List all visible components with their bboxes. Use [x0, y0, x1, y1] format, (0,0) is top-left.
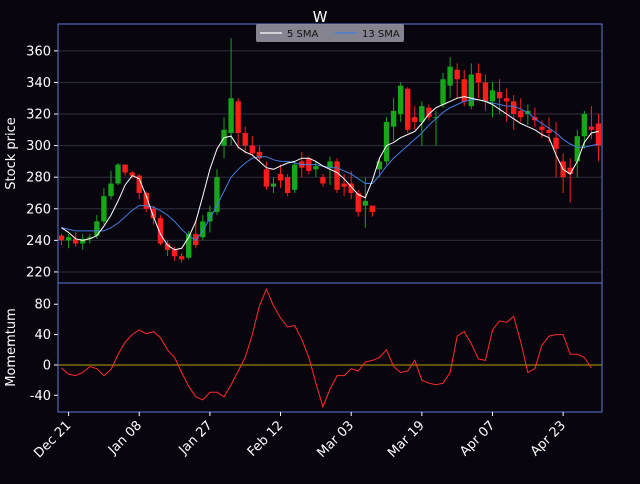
candle-body [157, 218, 164, 244]
legend-label-sma13: 13 SMA [362, 29, 400, 40]
candle-body [186, 234, 192, 258]
candle-body [277, 174, 284, 181]
candle-body [419, 106, 425, 122]
candle-body [291, 164, 298, 190]
candle-body [122, 164, 128, 173]
price-y-tick-label: 240 [26, 234, 51, 249]
price-y-tick-label: 300 [26, 139, 51, 154]
candle-body [426, 107, 432, 118]
sma13-line [61, 99, 599, 242]
momentum-line [61, 287, 592, 409]
price-y-tick-label: 220 [26, 265, 51, 280]
candle-body [256, 151, 263, 159]
candle-body [496, 91, 503, 99]
price-y-tick-label: 340 [26, 76, 51, 91]
candle-body [129, 172, 135, 176]
candle-body [228, 98, 234, 133]
momentum-y-tick-label: 0 [43, 358, 51, 373]
legend: 5 SMA 13 SMA [256, 24, 404, 42]
legend-box [256, 24, 404, 42]
candle-body [284, 177, 291, 193]
candle-body [397, 85, 404, 115]
price-y-tick-label: 280 [26, 171, 51, 186]
candle-body [270, 183, 277, 187]
candle-body [334, 161, 340, 190]
price-y-tick-label: 360 [26, 44, 51, 59]
candle-body [164, 243, 171, 250]
candle-body [454, 69, 460, 80]
momentum-panel-frame [57, 282, 603, 413]
candle-body [115, 164, 121, 184]
candle-body [518, 110, 524, 118]
candle-body [348, 183, 354, 193]
candle-body [58, 235, 65, 241]
sma5-line [61, 96, 599, 251]
candle-body [511, 101, 517, 115]
candle-body [567, 167, 573, 175]
candle-body [249, 145, 255, 154]
candle-body [355, 192, 361, 212]
candle-body [235, 101, 241, 133]
candle-body [72, 238, 79, 244]
candle-body [65, 237, 72, 241]
candle-body [461, 79, 467, 102]
candle-body [263, 169, 270, 187]
candle-body [193, 234, 199, 246]
candle-body [581, 114, 588, 137]
candle-body [405, 88, 411, 130]
candle-body [87, 237, 93, 239]
candle-body [539, 126, 545, 130]
candle-body [150, 208, 157, 219]
momentum-y-axis-label: Momemtum [4, 308, 19, 387]
candle-body [588, 126, 595, 130]
price-y-axis-label: Stock price [4, 117, 19, 189]
candle-body [468, 74, 474, 107]
candle-body [108, 183, 114, 197]
candle-body [546, 129, 552, 133]
candle-body [341, 183, 347, 187]
price-y-tick-label: 320 [26, 108, 51, 123]
candle-body [320, 177, 326, 184]
candle-body [143, 192, 149, 209]
price-y-tick-label: 260 [26, 202, 51, 217]
candle-body [101, 196, 107, 222]
momentum-y-tick-label: 80 [34, 298, 51, 313]
momentum-panel: -40 0 40 80 Momemtum [4, 282, 603, 413]
candle-body [178, 256, 185, 260]
candle-body [553, 137, 559, 149]
candle-body [503, 98, 510, 102]
candle-body [207, 211, 213, 222]
candle-body [595, 123, 602, 146]
candle-body [313, 166, 319, 170]
legend-label-sma5: 5 SMA [287, 29, 319, 40]
chart-title: W [313, 8, 328, 26]
candle-body [412, 117, 418, 122]
candle-body [440, 79, 446, 105]
candle-body [376, 161, 383, 170]
candle-body [214, 177, 220, 212]
candle-body [482, 82, 489, 102]
candle-body [94, 221, 100, 236]
candle-body [362, 200, 369, 206]
momentum-y-tick-label: 40 [34, 328, 51, 343]
candle-body [489, 90, 496, 102]
momentum-y-tick-label: -40 [30, 389, 51, 404]
candle-body [390, 110, 397, 127]
candle-body [327, 161, 333, 168]
candle-body [80, 238, 86, 244]
candle-body [383, 121, 390, 162]
candle-body [136, 175, 142, 193]
candle-body [574, 136, 580, 162]
candle-body [433, 117, 439, 119]
candle-body [447, 66, 453, 86]
candle-body [475, 72, 482, 83]
candle-body [369, 205, 376, 212]
candle-body [242, 132, 248, 146]
candle-body [200, 221, 206, 238]
candle-body [171, 249, 178, 257]
